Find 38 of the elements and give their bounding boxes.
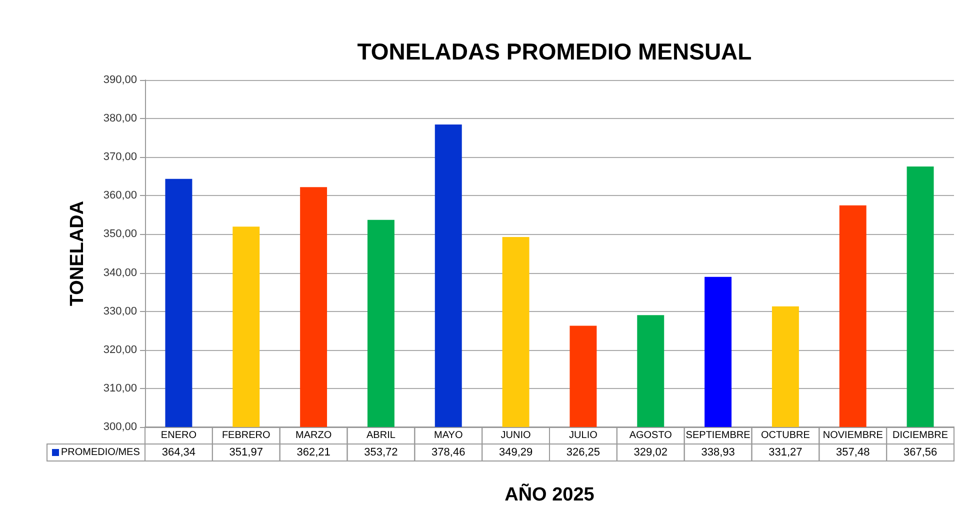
x-tick-label: JUNIO (500, 430, 532, 441)
chart-title: TONELADAS PROMEDIO MENSUAL (357, 38, 752, 64)
x-tick-label: ABRIL (366, 430, 396, 441)
x-tick-label: SEPTIEMBRE (686, 430, 751, 441)
x-tick-label: MARZO (295, 430, 332, 441)
y-tick-label: 380,00 (103, 112, 137, 125)
y-tick-label: 310,00 (103, 382, 137, 394)
data-label: 329,02 (634, 446, 668, 458)
data-label: 349,29 (498, 446, 533, 458)
data-label: 331,27 (768, 446, 802, 458)
y-tick-label: 300,00 (103, 421, 137, 433)
data-label: 351,97 (229, 446, 263, 458)
y-tick-label: 360,00 (103, 190, 137, 202)
y-tick-label: 390,00 (103, 74, 137, 86)
x-axis-title: AÑO 2025 (504, 484, 595, 506)
y-tick-label: 350,00 (103, 228, 137, 240)
x-tick-label: OCTUBRE (761, 430, 810, 441)
y-tick-label: 330,00 (103, 305, 137, 318)
y-axis-title: TONELADA (67, 200, 88, 306)
x-tick-label: ENERO (160, 430, 197, 441)
data-label: 326,25 (566, 446, 600, 458)
data-label: 353,72 (364, 446, 398, 458)
x-tick-label: NOVIEMBRE (822, 430, 884, 441)
data-label: 362,21 (296, 446, 330, 458)
legend-label: PROMEDIO/MES (61, 447, 140, 458)
x-tick-label: MAYO (434, 430, 463, 441)
y-tick-label: 320,00 (103, 344, 137, 356)
x-tick-label: JULIO (569, 430, 598, 441)
x-tick-label: FEBRERO (222, 430, 271, 441)
x-tick-label: DICIEMBRE (892, 430, 948, 441)
data-label: 364,34 (162, 446, 196, 458)
data-label: 378,46 (432, 446, 466, 458)
y-tick-label: 370,00 (103, 151, 137, 164)
data-label: 357,48 (836, 446, 870, 458)
data-label: 367,56 (903, 446, 938, 458)
x-tick-label: AGOSTO (629, 430, 672, 441)
data-label: 338,93 (701, 446, 735, 458)
y-tick-label: 340,00 (103, 266, 137, 279)
